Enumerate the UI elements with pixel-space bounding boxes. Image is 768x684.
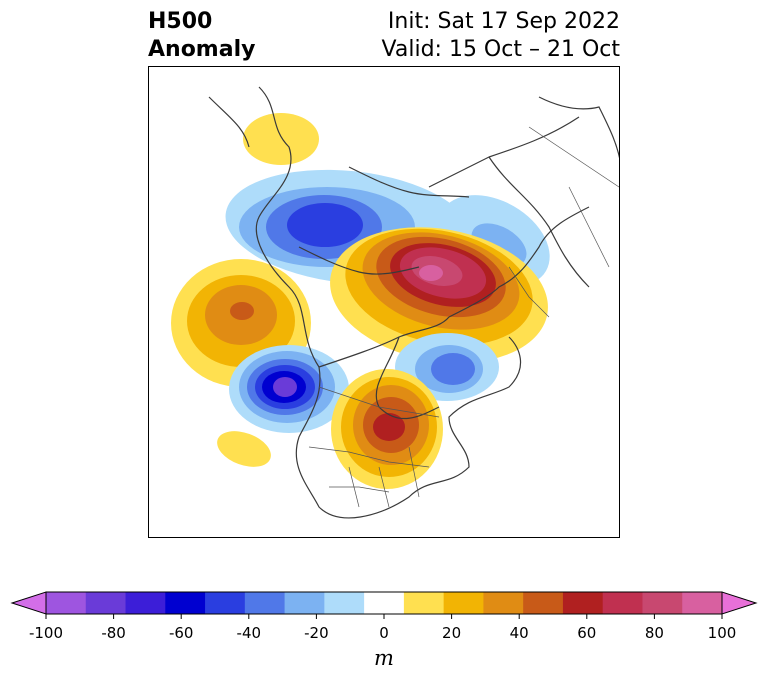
political-boundaries bbox=[308, 126, 619, 508]
title-field: Anomaly bbox=[148, 37, 256, 62]
anomaly-arctic-positive bbox=[330, 227, 548, 363]
colorbar-bin bbox=[682, 592, 723, 614]
colorbar-bin bbox=[364, 592, 405, 614]
colorbar-tick-label: -40 bbox=[236, 624, 262, 642]
colorbar-bin bbox=[602, 592, 643, 614]
colorbar-bin bbox=[562, 592, 604, 614]
colorbar-bin bbox=[165, 592, 206, 614]
colorbar-tick-label: -60 bbox=[168, 624, 194, 642]
title-variable: H500 bbox=[148, 9, 213, 34]
colorbar-tick-label: 100 bbox=[707, 624, 737, 642]
valid-range: Valid: 15 Oct – 21 Oct bbox=[381, 37, 620, 62]
colorbar-tick-label: 40 bbox=[509, 624, 529, 642]
map-dates: Init: Sat 17 Sep 2022 Valid: 15 Oct – 21… bbox=[382, 8, 620, 64]
anomaly-map bbox=[148, 66, 620, 538]
colorbar-extend-min bbox=[10, 591, 47, 615]
colorbar-bin bbox=[284, 592, 325, 614]
colorbar-tick-label: -20 bbox=[304, 624, 329, 642]
colorbar-bar bbox=[10, 591, 758, 619]
colorbar-bin bbox=[523, 592, 564, 614]
colorbar-unit: m bbox=[374, 646, 394, 670]
anomaly-pacific-positive bbox=[171, 259, 311, 387]
colorbar-tick-label: -100 bbox=[28, 624, 64, 642]
colorbar-bin bbox=[642, 592, 683, 614]
colorbar-bin bbox=[244, 592, 286, 614]
colorbar-extend-max bbox=[721, 591, 758, 615]
colorbar-bin bbox=[46, 592, 87, 614]
colorbar-tick-label: 0 bbox=[379, 624, 389, 642]
colorbar-bin bbox=[403, 592, 445, 614]
anomaly-bc-negative bbox=[229, 345, 349, 433]
anomaly-canada-positive bbox=[331, 369, 443, 489]
colorbar-tick-label: 80 bbox=[644, 624, 664, 642]
colorbar-tick-label: -80 bbox=[101, 624, 126, 642]
colorbar-bin bbox=[85, 592, 127, 614]
colorbar-bin bbox=[443, 592, 484, 614]
init-date: Init: Sat 17 Sep 2022 bbox=[387, 9, 620, 34]
anomaly-alaska-positive bbox=[243, 113, 319, 165]
map-canvas bbox=[171, 86, 619, 519]
map-title: H500 Anomaly bbox=[148, 8, 255, 64]
colorbar-tick-label: 20 bbox=[442, 624, 462, 642]
colorbar-bin bbox=[483, 592, 524, 614]
colorbar-bin bbox=[324, 592, 365, 614]
colorbar bbox=[0, 580, 768, 680]
anomaly-hawaii-positive bbox=[217, 431, 271, 467]
colorbar-tick-label: 60 bbox=[577, 624, 597, 642]
colorbar-bin bbox=[125, 592, 166, 614]
colorbar-bin bbox=[205, 592, 246, 614]
coastlines bbox=[208, 86, 619, 519]
